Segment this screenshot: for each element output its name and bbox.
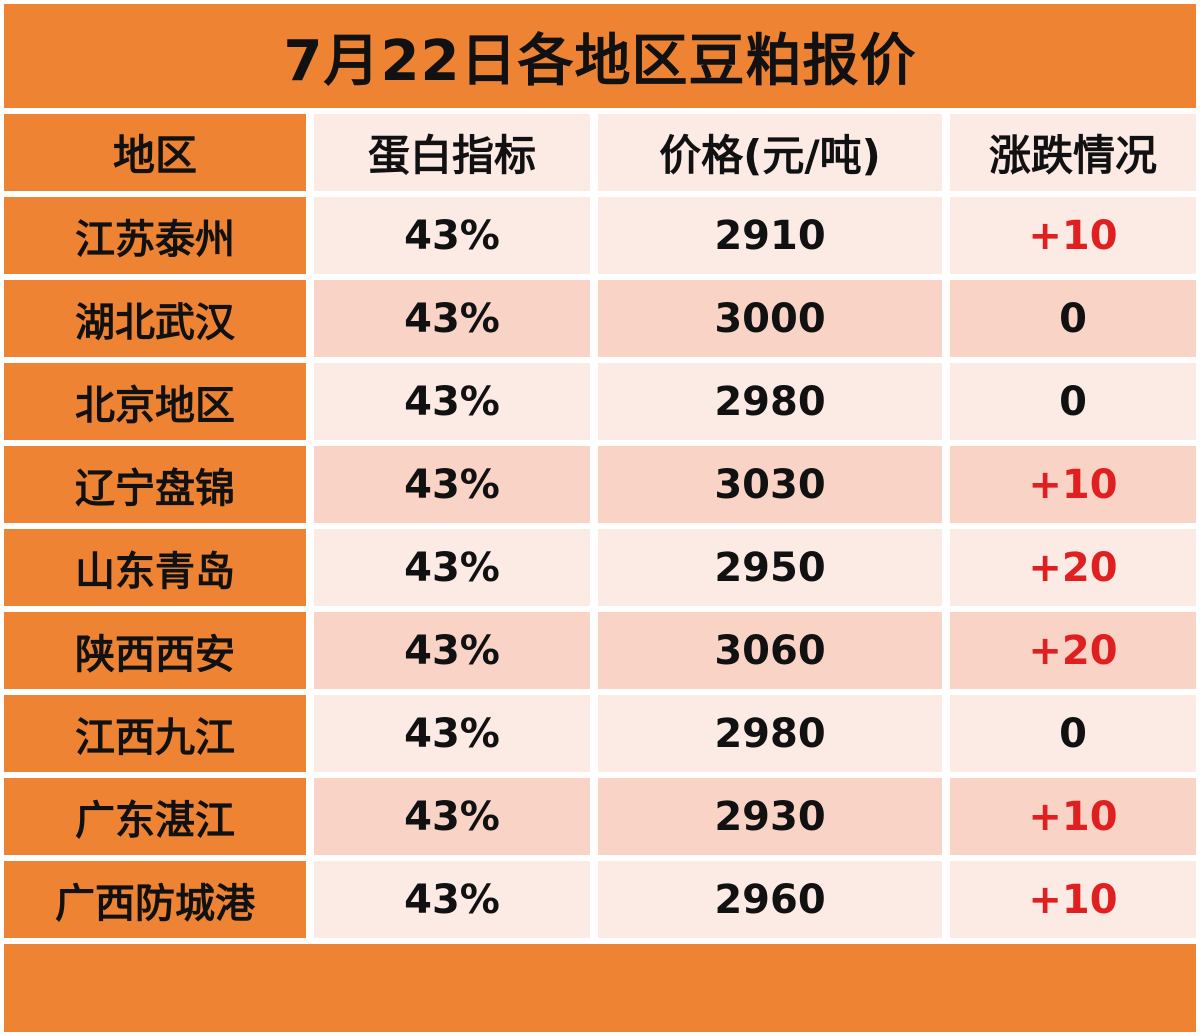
header-price: 价格(元/吨) — [598, 114, 942, 191]
region-cell: 陕西西安 — [4, 612, 306, 689]
change-cell: +10 — [950, 778, 1196, 855]
protein-cell: 43% — [314, 280, 590, 357]
region-cell: 湖北武汉 — [4, 280, 306, 357]
table-row: 江苏泰州 43% 2910 +10 — [4, 197, 1196, 274]
price-cell: 2930 — [598, 778, 942, 855]
price-cell: 3060 — [598, 612, 942, 689]
change-cell: 0 — [950, 363, 1196, 440]
price-table: 地区 蛋白指标 价格(元/吨) 涨跌情况 江苏泰州 43% 2910 +10 湖… — [4, 114, 1196, 944]
table-row: 北京地区 43% 2980 0 — [4, 363, 1196, 440]
change-cell: 0 — [950, 695, 1196, 772]
change-cell: +10 — [950, 446, 1196, 523]
protein-cell: 43% — [314, 612, 590, 689]
header-region: 地区 — [4, 114, 306, 191]
table-row: 江西九江 43% 2980 0 — [4, 695, 1196, 772]
price-cell: 2960 — [598, 861, 942, 938]
change-cell: +10 — [950, 861, 1196, 938]
region-cell: 广西防城港 — [4, 861, 306, 938]
table-row: 辽宁盘锦 43% 3030 +10 — [4, 446, 1196, 523]
region-cell: 山东青岛 — [4, 529, 306, 606]
change-cell: +20 — [950, 612, 1196, 689]
table-row: 湖北武汉 43% 3000 0 — [4, 280, 1196, 357]
price-cell: 2910 — [598, 197, 942, 274]
price-cell: 3030 — [598, 446, 942, 523]
table-row: 陕西西安 43% 3060 +20 — [4, 612, 1196, 689]
header-change: 涨跌情况 — [950, 114, 1196, 191]
price-cell: 2980 — [598, 695, 942, 772]
protein-cell: 43% — [314, 695, 590, 772]
region-cell: 广东湛江 — [4, 778, 306, 855]
price-cell: 2980 — [598, 363, 942, 440]
price-cell: 2950 — [598, 529, 942, 606]
region-cell: 江苏泰州 — [4, 197, 306, 274]
table-header-row: 地区 蛋白指标 价格(元/吨) 涨跌情况 — [4, 114, 1196, 191]
change-cell: +10 — [950, 197, 1196, 274]
protein-cell: 43% — [314, 363, 590, 440]
table-row: 山东青岛 43% 2950 +20 — [4, 529, 1196, 606]
header-protein: 蛋白指标 — [314, 114, 590, 191]
protein-cell: 43% — [314, 446, 590, 523]
region-cell: 北京地区 — [4, 363, 306, 440]
protein-cell: 43% — [314, 529, 590, 606]
change-cell: +20 — [950, 529, 1196, 606]
table-row: 广东湛江 43% 2930 +10 — [4, 778, 1196, 855]
protein-cell: 43% — [314, 861, 590, 938]
region-cell: 辽宁盘锦 — [4, 446, 306, 523]
change-cell: 0 — [950, 280, 1196, 357]
price-cell: 3000 — [598, 280, 942, 357]
protein-cell: 43% — [314, 778, 590, 855]
protein-cell: 43% — [314, 197, 590, 274]
region-cell: 江西九江 — [4, 695, 306, 772]
footer-bar — [4, 944, 1196, 1032]
page-title: 7月22日各地区豆粕报价 — [4, 4, 1196, 108]
table-row: 广西防城港 43% 2960 +10 — [4, 861, 1196, 938]
